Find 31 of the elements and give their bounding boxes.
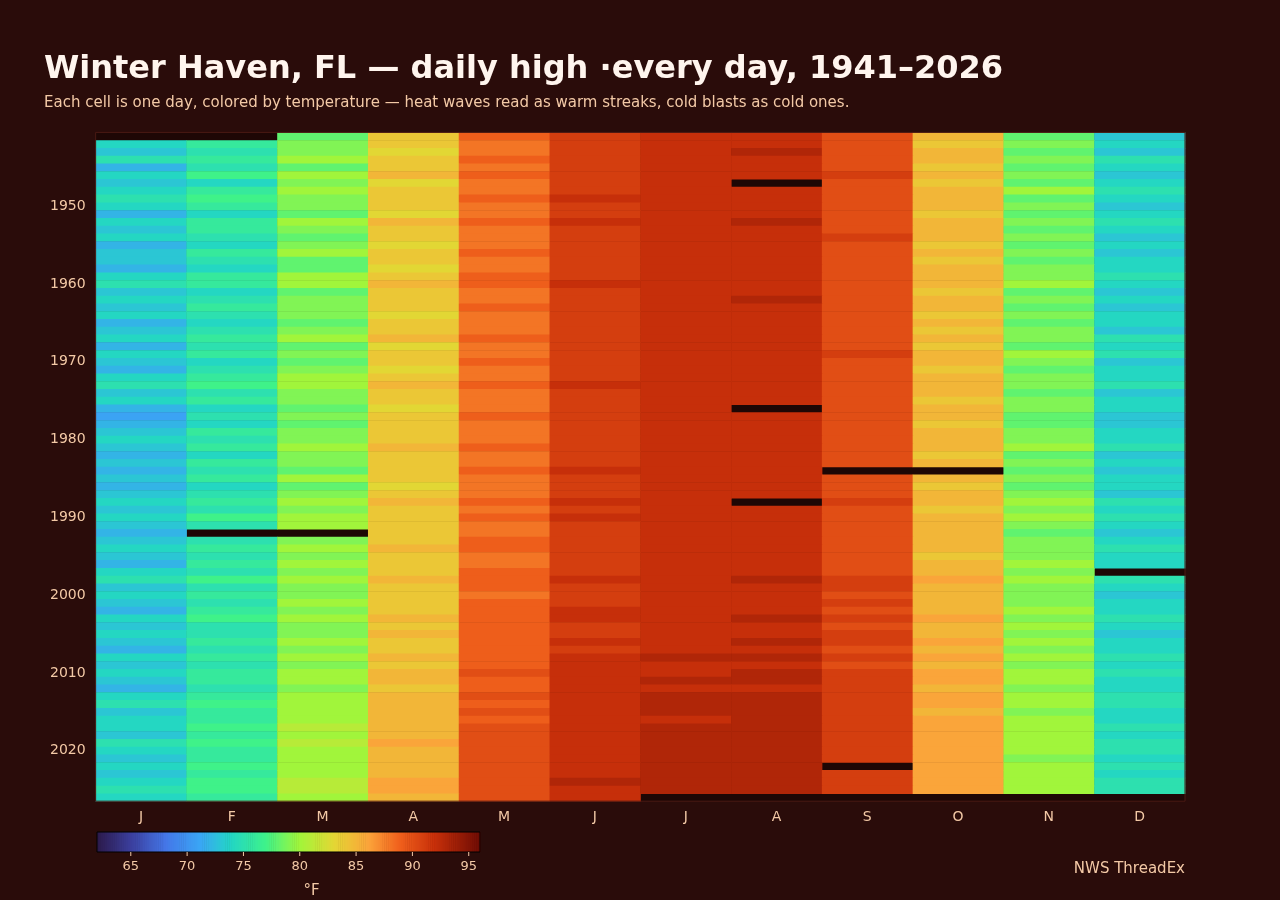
x-tick-label: A <box>408 808 419 825</box>
color-bar-title: °F <box>303 881 320 900</box>
chart-title: Winter Haven, FL — daily high ·every day, 1941–2026 <box>44 47 1004 86</box>
x-tick-label: N <box>1043 808 1055 825</box>
chart-subtitle: Each cell is one day, colored by temperature — heat waves read as warm streaks, cold blasts as cold ones. <box>44 93 850 112</box>
y-tick-label: 1970 <box>49 352 86 369</box>
y-tick-label: 1980 <box>49 430 86 447</box>
y-tick-label: 2020 <box>49 741 86 758</box>
x-tick-label: F <box>227 808 236 825</box>
color-bar-label: 95 <box>460 857 478 873</box>
y-tick-label: 1960 <box>49 274 86 291</box>
color-bar-label: 80 <box>291 857 309 873</box>
color-bar-label: 70 <box>178 857 196 873</box>
y-tick-label: 2000 <box>49 585 86 602</box>
color-bar-label: 65 <box>122 857 140 873</box>
text: NWS ThreadEx <box>1073 859 1186 878</box>
x-tick-label: M <box>498 808 511 825</box>
x-tick-label: J <box>682 808 688 825</box>
x-tick-label: S <box>862 808 872 825</box>
color-bar-label: 75 <box>235 857 252 873</box>
x-tick-label: J <box>137 808 144 825</box>
x-tick-label: J <box>591 808 597 825</box>
y-tick-label: 1990 <box>49 507 86 524</box>
y-tick-label: 1950 <box>49 196 86 213</box>
color-bar-label: 85 <box>347 857 365 873</box>
x-tick-label: M <box>316 808 329 825</box>
y-tick-label: 2010 <box>49 663 86 680</box>
x-tick-label: A <box>771 808 782 825</box>
color-bar-label: 90 <box>404 857 421 873</box>
x-tick-label: D <box>1134 808 1145 825</box>
x-tick-label: O <box>952 808 964 825</box>
